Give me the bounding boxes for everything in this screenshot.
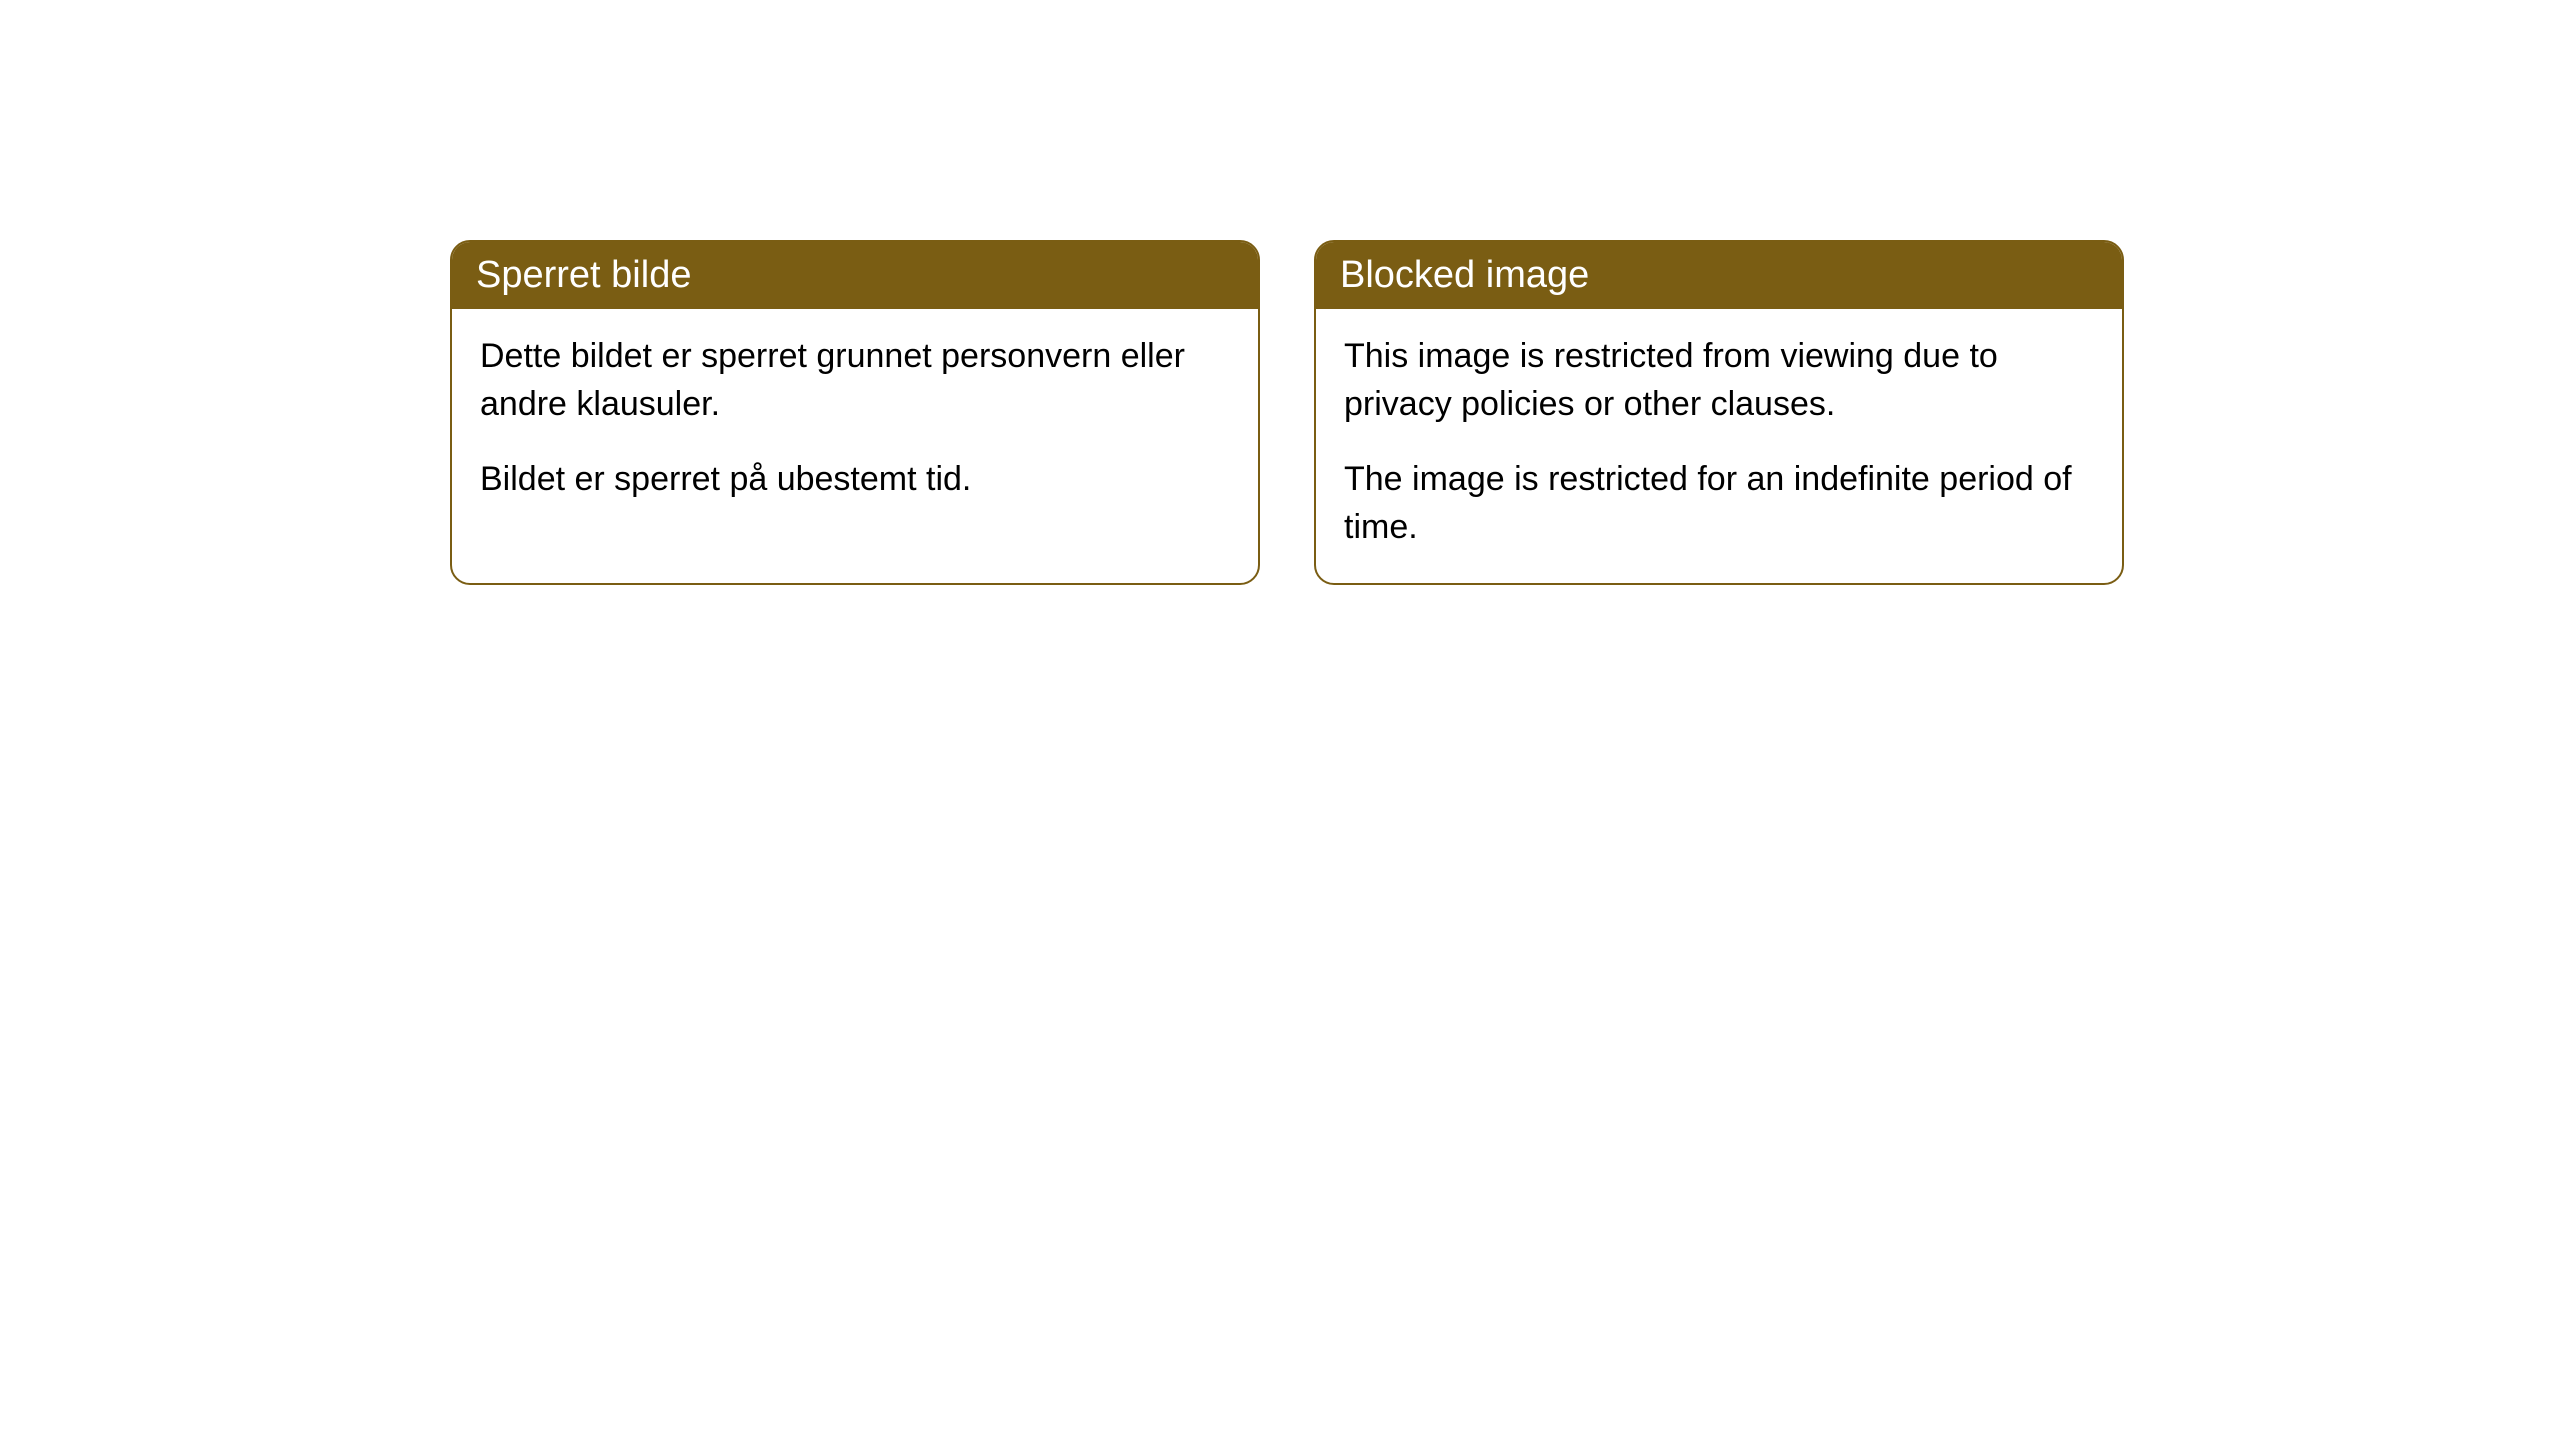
notice-cards-container: Sperret bilde Dette bildet er sperret gr… — [450, 240, 2124, 585]
card-title: Sperret bilde — [476, 254, 691, 296]
card-header: Blocked image — [1316, 242, 2122, 309]
card-paragraph-1: This image is restricted from viewing du… — [1344, 333, 2094, 428]
card-title: Blocked image — [1340, 254, 1589, 296]
card-paragraph-1: Dette bildet er sperret grunnet personve… — [480, 333, 1230, 428]
card-header: Sperret bilde — [452, 242, 1258, 309]
blocked-image-card-norwegian: Sperret bilde Dette bildet er sperret gr… — [450, 240, 1260, 585]
card-body: Dette bildet er sperret grunnet personve… — [452, 309, 1258, 536]
card-paragraph-2: Bildet er sperret på ubestemt tid. — [480, 456, 1230, 504]
card-paragraph-2: The image is restricted for an indefinit… — [1344, 456, 2094, 551]
blocked-image-card-english: Blocked image This image is restricted f… — [1314, 240, 2124, 585]
card-body: This image is restricted from viewing du… — [1316, 309, 2122, 583]
